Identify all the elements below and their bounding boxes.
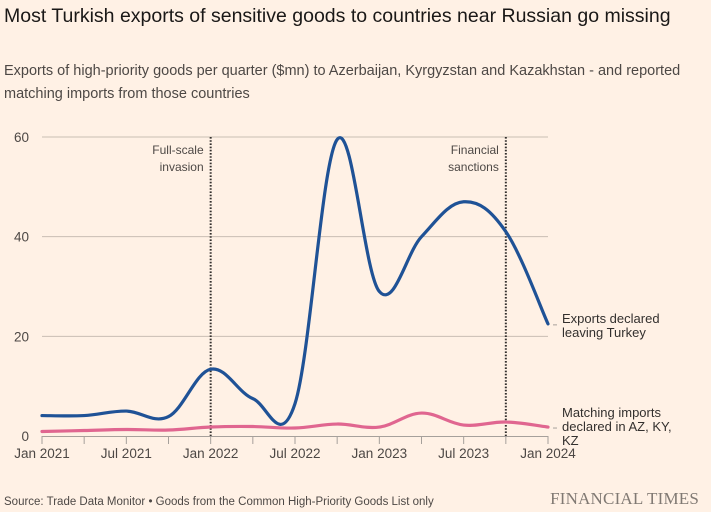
x-tick-label: Jan 2021	[14, 446, 70, 461]
legend-label: leaving Turkey	[562, 325, 646, 340]
annotation-label: sanctions	[448, 160, 499, 174]
x-tick-label: Jan 2022	[183, 446, 239, 461]
y-tick-label: 20	[14, 329, 29, 344]
y-tick-label: 40	[14, 230, 29, 245]
legend-label: declared in AZ, KY,	[562, 419, 672, 434]
legend-label: Matching imports	[562, 405, 661, 420]
imports-line	[40, 411, 550, 434]
x-tick-label: Jul 2022	[269, 446, 320, 461]
series	[40, 136, 550, 434]
y-axis: 0 20 40 60	[14, 130, 29, 444]
legend-label: KZ	[562, 433, 579, 448]
y-tick-label: 0	[21, 429, 29, 444]
gridlines	[42, 136, 548, 337]
ft-logo: FINANCIAL TIMES	[550, 489, 699, 508]
exports-line	[40, 136, 550, 426]
x-tick-label: Jul 2021	[101, 446, 152, 461]
x-tick-label: Jan 2024	[520, 446, 576, 461]
y-tick-label: 60	[14, 130, 29, 145]
annotation-label: Full-scale	[152, 143, 204, 157]
chart-subtitle: Exports of high-priority goods per quart…	[4, 63, 681, 102]
x-tick-label: Jan 2023	[352, 446, 408, 461]
source-note: Source: Trade Data Monitor • Goods from …	[4, 496, 434, 508]
annotation-label: invasion	[160, 160, 204, 174]
legend-label: Exports declared	[562, 311, 660, 326]
annotation-label: Financial	[451, 143, 499, 157]
x-tick-label: Jul 2023	[438, 446, 489, 461]
annotations: Full-scale invasion Financial sanctions	[152, 137, 507, 436]
x-axis: Jan 2021 Jul 2021 Jan 2022 Jul 2022 Jan 2023…	[14, 436, 576, 461]
chart-title: Most Turkish exports of sensitive goods …	[4, 5, 671, 27]
